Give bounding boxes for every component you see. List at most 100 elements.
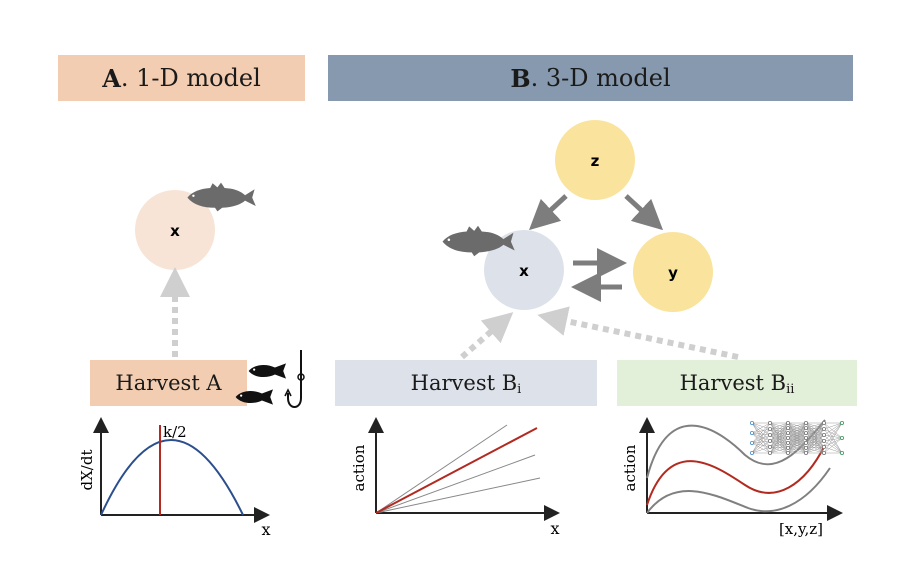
nn-edge [805, 432, 825, 442]
fish-icon [248, 363, 286, 379]
plot-bi-policy-line [375, 454, 536, 514]
nn-node [786, 425, 791, 430]
nn-edge [769, 440, 789, 449]
nn-edge [751, 432, 771, 448]
plot-bi-xlabel: x [550, 519, 559, 538]
node-x-b [484, 230, 564, 310]
nn-edge [805, 440, 825, 444]
nn-edge [787, 447, 807, 454]
nn-edge [751, 434, 771, 454]
nn-edge [823, 428, 843, 439]
nn-node [750, 450, 755, 455]
nn-edge [805, 422, 825, 444]
plot-bi-optimal-line [375, 427, 538, 514]
panel-b-title: . 3-D model [530, 64, 671, 92]
panel-a-letter: A [102, 63, 121, 93]
nn-edge [823, 437, 843, 454]
nn-edge [769, 427, 789, 436]
nn-edge [769, 427, 789, 454]
nn-edge [769, 432, 789, 454]
nn-edge [751, 428, 771, 454]
panel-b-diagram: z x y action x [350, 120, 845, 538]
plot-bii-xlabel: [x,y,z] [779, 520, 823, 538]
nn-edge [823, 422, 843, 448]
nn-edge [769, 427, 789, 442]
node-z-label: z [591, 152, 600, 170]
nn-edge [769, 446, 789, 449]
harvest-a-box: Harvest A [90, 360, 247, 406]
nn-edge [787, 422, 807, 429]
nn-edge [823, 434, 843, 439]
nn-node [822, 420, 827, 425]
nn-edge [823, 440, 843, 454]
nn-edge [787, 422, 807, 439]
plot-a-ylabel: dX/dt [78, 450, 96, 491]
harvest-bi-subscript: i [517, 381, 522, 397]
plot-a-growth-curve [100, 439, 244, 516]
plot-a: k/2 dX/dt x [78, 417, 271, 539]
harvest-bi-label: Harvest B [410, 371, 518, 395]
nn-edge [787, 422, 807, 434]
nn-edge [769, 434, 789, 439]
panel-a-title: . 1-D model [120, 64, 261, 92]
nn-node [750, 420, 755, 425]
nn-edge [805, 440, 825, 449]
nn-node [768, 450, 773, 455]
plot-bi-policy-line [375, 477, 541, 514]
harvest-bi-arrow [460, 312, 514, 360]
nn-node [786, 435, 791, 440]
panel-a-banner: A. 1-D model [58, 55, 305, 101]
nn-edge [805, 427, 825, 430]
plot-bii-ylabel: action [621, 444, 639, 491]
nn-node [822, 426, 827, 431]
nn-node [840, 420, 845, 425]
nn-node [750, 430, 755, 435]
nn-edge [805, 427, 825, 442]
nn-node [822, 438, 827, 443]
nn-edge [823, 422, 843, 442]
nn-edge [823, 437, 843, 448]
plot-bi: action x [350, 417, 560, 538]
plot-bii-policy-curve [646, 444, 826, 506]
nn-node [786, 450, 791, 455]
nn-edge [751, 434, 771, 444]
arrow-z-to-x [528, 194, 568, 231]
harvest-bii-arrow [537, 306, 739, 360]
nn-node [840, 450, 845, 455]
nn-edge [751, 422, 771, 434]
nn-edge [805, 422, 825, 449]
nn-edge [787, 437, 807, 454]
panel-b-banner: B. 3-D model [328, 55, 853, 101]
nn-edge [769, 437, 789, 448]
nn-edge [769, 434, 789, 444]
nn-edge [769, 432, 789, 448]
nn-edge [823, 422, 843, 454]
nn-node [786, 430, 791, 435]
nn-edge [751, 440, 771, 454]
nn-edge [805, 428, 825, 439]
plot-a-xlabel: x [261, 520, 270, 539]
nn-edge [805, 437, 825, 442]
nn-edge [751, 422, 771, 454]
nn-edge [805, 422, 825, 429]
harvest-a-label: Harvest A [115, 371, 222, 395]
nn-edge [751, 440, 771, 444]
nn-edge [769, 422, 789, 436]
nn-edge [769, 440, 789, 444]
nn-node [768, 426, 773, 431]
node-y-label: y [668, 264, 678, 282]
nn-edge [751, 442, 771, 454]
nn-edge [805, 422, 825, 439]
nn-edge [769, 437, 789, 454]
nn-edge [805, 428, 825, 434]
nn-node [768, 444, 773, 449]
plot-bi-ylabel: action [350, 444, 368, 491]
fishing-hook-icon [284, 350, 305, 408]
nn-node [804, 420, 809, 425]
nn-edge [805, 434, 825, 444]
nn-edge [805, 446, 825, 454]
harvest-bii-subscript: ii [786, 381, 795, 397]
nn-edge [769, 434, 789, 449]
